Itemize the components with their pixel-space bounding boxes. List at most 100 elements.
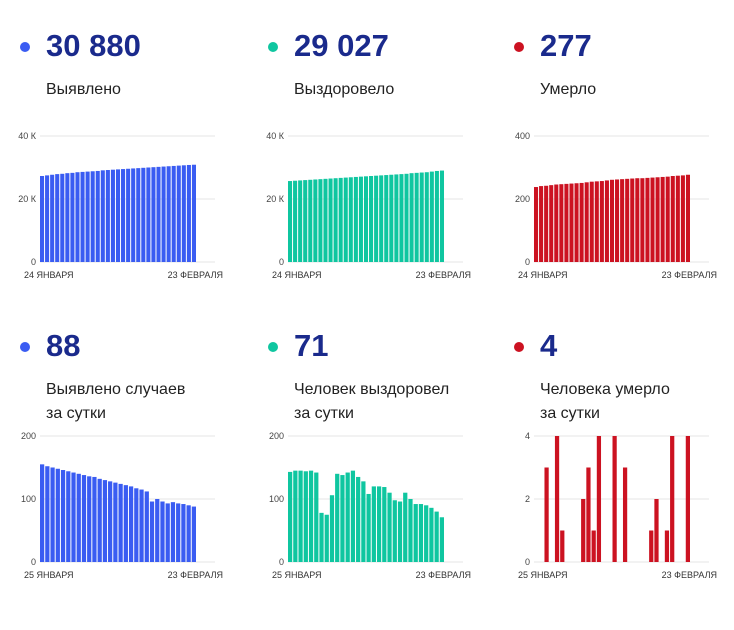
bar <box>366 493 371 562</box>
bar <box>118 483 123 562</box>
bar <box>87 476 92 562</box>
bar <box>581 499 586 562</box>
bar <box>95 170 100 262</box>
headline-label: за сутки <box>46 405 106 422</box>
bar <box>399 174 404 262</box>
bar <box>308 179 313 262</box>
bar <box>369 176 374 262</box>
x-axis-end-label: 23 ФЕВРАЛЯ <box>662 270 717 280</box>
panel-recovered-daily: 71 Человек выздоровел за сутки 0 100 200 25 ЯН… <box>268 330 498 630</box>
bar <box>534 187 539 262</box>
panel-detected-daily: 88 Выявлено случаев за сутки 0 100 200 25 ЯНВА… <box>20 330 250 630</box>
bar <box>155 499 160 562</box>
bar <box>685 436 690 562</box>
headline-label: Человек выздоровел <box>294 381 450 398</box>
bar <box>191 164 196 262</box>
bar <box>419 172 424 262</box>
bar <box>635 178 640 262</box>
bar <box>81 475 87 562</box>
bar <box>549 185 554 262</box>
bullet-dot-icon <box>268 342 278 352</box>
bar <box>170 502 176 562</box>
bar <box>136 168 141 262</box>
panel-died-total: 277 Умерло 0 200 400 24 ЯНВАРЯ 23 ФЕВРАЛЯ <box>514 30 734 330</box>
bar <box>85 171 90 262</box>
bullet-dot-icon <box>268 42 278 52</box>
x-axis-end-label: 23 ФЕВРАЛЯ <box>416 570 471 580</box>
bar <box>55 174 60 262</box>
bar <box>343 177 348 262</box>
bar <box>160 501 165 562</box>
x-axis-start-label: 25 ЯНВАРЯ <box>24 570 74 580</box>
bar-chart: 0 100 200 25 ЯНВАРЯ 23 ФЕВРАЛЯ <box>269 431 471 580</box>
bar <box>429 171 434 262</box>
bar <box>358 176 363 262</box>
bar <box>134 488 139 562</box>
bar <box>166 166 171 262</box>
bar <box>379 175 384 263</box>
bar <box>579 182 584 262</box>
bar <box>131 168 136 262</box>
y-tick-label: 0 <box>525 257 530 267</box>
bar <box>100 170 105 262</box>
y-tick-label: 200 <box>21 431 36 441</box>
bar <box>71 472 76 562</box>
headline-label: за сутки <box>540 405 600 422</box>
y-tick-label: 0 <box>31 257 36 267</box>
bar <box>670 176 675 262</box>
bar <box>424 505 429 562</box>
y-tick-label: 20 К <box>18 194 37 204</box>
bar <box>126 168 131 262</box>
bar <box>350 470 356 562</box>
bar <box>554 436 560 562</box>
bar <box>353 176 358 262</box>
y-tick-label: 4 <box>525 431 530 441</box>
bar <box>308 470 314 562</box>
bar <box>612 436 617 562</box>
headline-value: 4 <box>540 328 558 363</box>
bar <box>191 506 196 562</box>
bar <box>298 180 303 262</box>
bar <box>146 167 151 262</box>
bar <box>404 173 409 262</box>
bar <box>685 174 690 262</box>
bullet-dot-icon <box>20 42 30 52</box>
x-axis-start-label: 24 ЯНВАРЯ <box>24 270 74 280</box>
bar <box>121 169 126 262</box>
bar <box>640 178 645 262</box>
bar <box>328 178 333 262</box>
bar <box>176 165 181 262</box>
bar <box>293 180 298 262</box>
bar <box>186 164 191 262</box>
bar <box>630 178 635 262</box>
bar <box>586 467 591 562</box>
bar <box>303 180 308 262</box>
headline-label: Выявлено случаев <box>46 381 186 398</box>
bar-chart: 0 2 4 25 ЯНВАРЯ 23 ФЕВРАЛЯ <box>518 431 717 580</box>
bar <box>319 512 324 562</box>
bar <box>151 167 156 262</box>
bar <box>376 486 382 562</box>
bar <box>318 179 323 262</box>
bar <box>574 183 579 262</box>
bar <box>40 176 45 262</box>
bar <box>429 507 434 562</box>
bar <box>60 173 65 262</box>
bar <box>123 485 128 562</box>
bar <box>670 436 675 562</box>
bar <box>660 176 665 262</box>
bar <box>171 165 176 262</box>
bar <box>50 174 55 262</box>
bar <box>418 504 424 562</box>
bar <box>181 504 186 562</box>
bar <box>414 172 419 262</box>
bar <box>622 467 628 562</box>
bar <box>340 475 345 562</box>
bar <box>625 178 630 262</box>
bar-chart: 0 20 К 40 К 24 ЯНВАРЯ 23 ФЕВРАЛЯ <box>266 131 471 280</box>
bar <box>560 530 565 562</box>
bar <box>333 178 338 262</box>
x-axis-end-label: 23 ФЕВРАЛЯ <box>416 270 471 280</box>
bar <box>45 175 50 263</box>
bar <box>594 181 599 262</box>
